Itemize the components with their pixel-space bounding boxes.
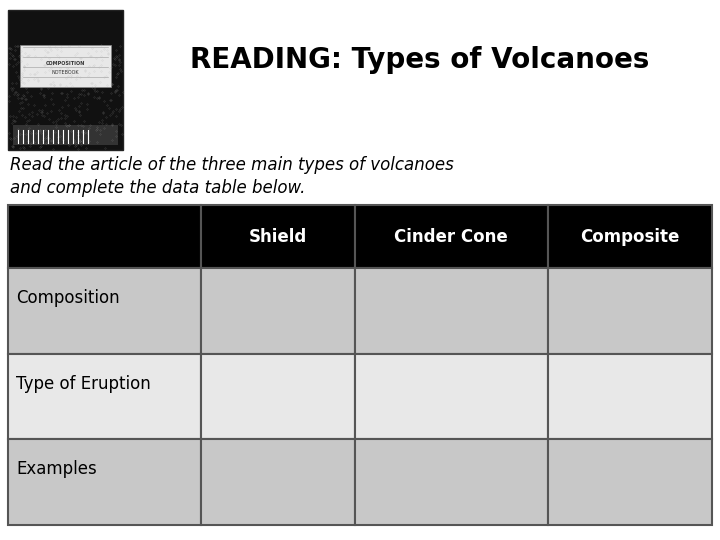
Bar xyxy=(13,125,118,145)
Bar xyxy=(354,205,548,268)
Text: Cinder Cone: Cinder Cone xyxy=(395,228,508,246)
Bar xyxy=(8,268,202,354)
Text: COMPOSITION: COMPOSITION xyxy=(46,60,85,66)
Bar xyxy=(20,45,111,87)
Bar xyxy=(354,268,548,354)
Text: and complete the data table below.: and complete the data table below. xyxy=(10,179,305,197)
Text: READING: Types of Volcanoes: READING: Types of Volcanoes xyxy=(190,46,649,74)
Bar xyxy=(8,354,202,440)
Text: Read the article of the three main types of volcanoes: Read the article of the three main types… xyxy=(10,156,454,174)
Bar xyxy=(354,354,548,440)
Bar xyxy=(548,268,712,354)
Bar xyxy=(548,354,712,440)
Text: NOTEBOOK: NOTEBOOK xyxy=(52,71,79,76)
Bar xyxy=(548,205,712,268)
Bar xyxy=(8,205,202,268)
Bar xyxy=(202,440,354,525)
Text: Composition: Composition xyxy=(16,289,120,307)
Bar xyxy=(202,268,354,354)
Bar xyxy=(354,440,548,525)
Text: Composite: Composite xyxy=(580,228,680,246)
Bar xyxy=(8,10,123,150)
Bar xyxy=(202,205,354,268)
Bar xyxy=(8,440,202,525)
Text: Shield: Shield xyxy=(249,228,307,246)
Bar xyxy=(202,354,354,440)
Bar xyxy=(548,440,712,525)
Text: Type of Eruption: Type of Eruption xyxy=(16,375,150,393)
Text: Examples: Examples xyxy=(16,461,96,478)
